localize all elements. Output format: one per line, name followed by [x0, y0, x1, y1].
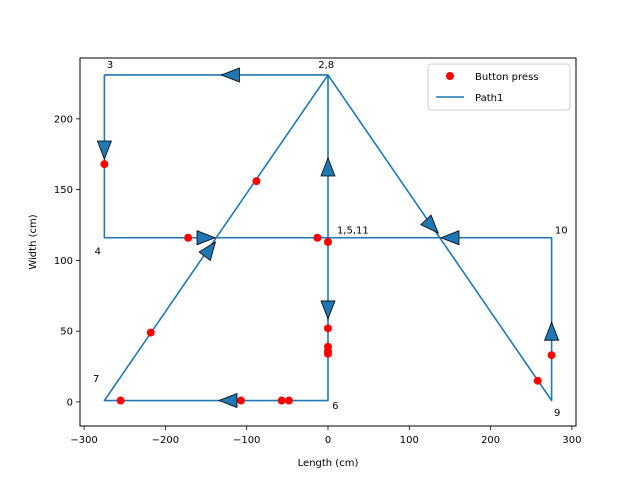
x-tick-label: 300 [562, 435, 581, 446]
button-press-point [184, 233, 193, 242]
direction-arrow [544, 321, 560, 341]
legend-label-button-press: Button press [475, 72, 539, 83]
direction-arrow [220, 67, 240, 83]
direction-arrow [196, 230, 217, 246]
x-tick-label: 100 [400, 435, 419, 446]
x-tick-label: −200 [152, 435, 179, 446]
series-line-path1 [103, 74, 553, 402]
direction-arrow [198, 240, 217, 262]
waypoint-label: 1,5,11 [337, 226, 369, 237]
series-layer [103, 74, 553, 402]
button-press-point [277, 396, 286, 405]
direction-arrow [96, 140, 112, 161]
button-press-point [116, 396, 125, 405]
button-press-point [284, 396, 293, 405]
y-tick-label: 50 [60, 327, 73, 338]
y-tick-label: 0 [67, 397, 73, 408]
legend: Button press Path1 [427, 63, 571, 111]
waypoint-label: 3 [107, 60, 113, 71]
button-press-point [533, 376, 542, 385]
waypoint-label: 6 [332, 401, 338, 412]
waypoint-label: 4 [95, 247, 101, 258]
x-tick-label: 0 [325, 435, 331, 446]
y-axis-ticks: 0 50 100 150 200 [54, 114, 80, 408]
direction-arrow [217, 392, 238, 409]
x-tick-label: 200 [481, 435, 500, 446]
button-press-point [324, 238, 332, 246]
button-press-point [100, 160, 109, 169]
x-axis-title: Length (cm) [298, 458, 359, 469]
x-axis-ticks: −300 −200 −100 0 100 200 300 [70, 426, 581, 446]
legend-label-path1: Path1 [475, 93, 503, 104]
legend-marker-button-press [446, 72, 454, 80]
y-tick-label: 200 [54, 114, 73, 125]
annotations-layer: 3 2,8 4 1,5,11 10 7 6 9 [93, 60, 568, 419]
y-tick-label: 100 [54, 256, 73, 267]
waypoint-label: 9 [554, 408, 560, 419]
direction-arrow [420, 214, 439, 234]
button-press-point [547, 351, 556, 360]
direction-arrow [320, 300, 336, 321]
button-press-point [252, 177, 261, 186]
arrows-layer [96, 67, 560, 409]
button-press-point [324, 349, 332, 358]
x-tick-label: −100 [233, 435, 260, 446]
direction-arrow [439, 230, 460, 246]
button-press-point [146, 328, 155, 337]
waypoint-label: 2,8 [318, 60, 334, 71]
points-layer [100, 160, 556, 405]
y-axis-title: Width (cm) [28, 214, 39, 269]
direction-arrow [320, 156, 336, 177]
waypoint-label: 7 [93, 374, 99, 385]
x-tick-label: −300 [70, 435, 97, 446]
button-press-point [324, 324, 332, 333]
waypoint-label: 10 [555, 226, 568, 237]
button-press-point [237, 396, 245, 405]
legend-box [427, 63, 571, 111]
button-press-point [313, 233, 322, 242]
y-tick-label: 150 [54, 185, 73, 196]
